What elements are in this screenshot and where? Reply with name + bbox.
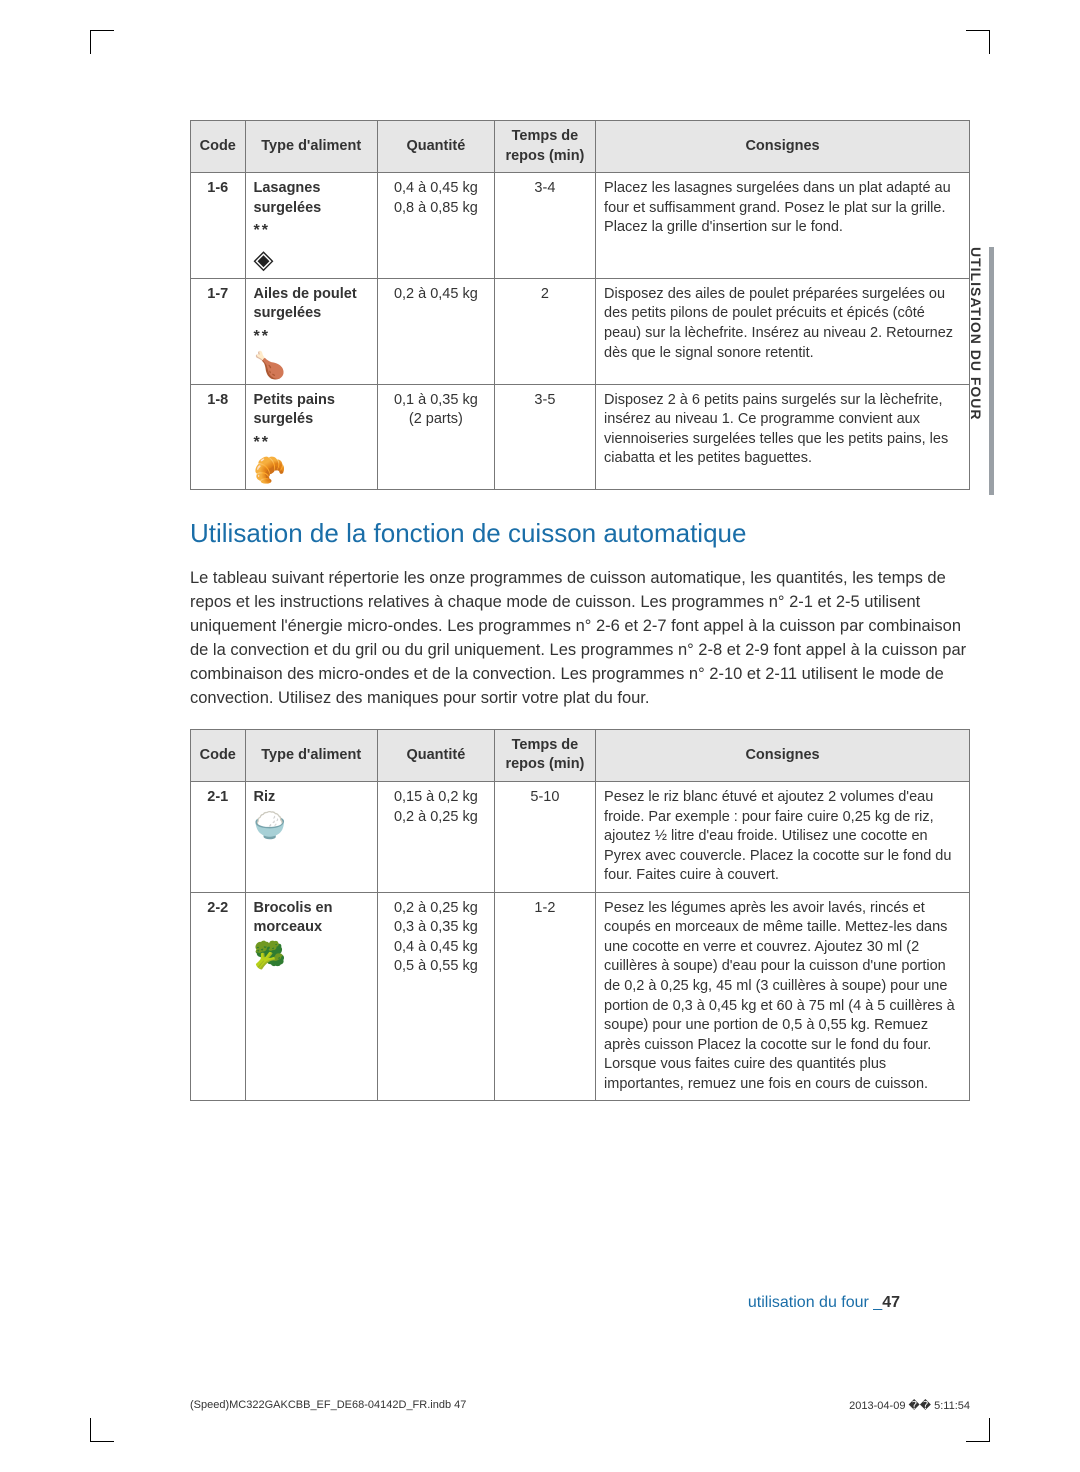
food-name: Riz <box>254 788 369 808</box>
table-autocook: Code Type d'aliment Quantité Temps de re… <box>190 729 970 1102</box>
section-title: Utilisation de la fonction de cuisson au… <box>190 518 970 549</box>
food-name: Brocolis en morceaux <box>254 899 369 938</box>
crop-mark <box>966 1418 990 1442</box>
food-name: Ailes de poulet surgelées <box>254 285 369 324</box>
cell-instructions: Placez les lasagnes surgelées dans un pl… <box>596 173 970 279</box>
table-defrost: Code Type d'aliment Quantité Temps de re… <box>190 120 970 490</box>
food-icon: 🍚 <box>254 812 369 838</box>
crop-mark <box>966 30 990 54</box>
th-qty: Quantité <box>377 729 494 781</box>
food-icon: 🥦 <box>254 942 369 968</box>
food-icon: ◈ <box>254 246 369 272</box>
cell-rest-time: 1-2 <box>494 892 595 1101</box>
cell-food-type: Brocolis en morceaux 🥦 <box>245 892 377 1101</box>
table-row: 1-6Lasagnes surgelées** ◈ 0,4 à 0,45 kg0,8… <box>191 173 970 279</box>
side-tab-text: UTILISATION DU FOUR <box>964 247 984 495</box>
print-footer: (Speed)MC322GAKCBB_EF_DE68-04142D_FR.ind… <box>190 1399 970 1412</box>
cell-rest-time: 5-10 <box>494 781 595 892</box>
cell-quantity: 0,4 à 0,45 kg0,8 à 0,85 kg <box>377 173 494 279</box>
table-row: 2-2Brocolis en morceaux 🥦 0,2 à 0,25 kg0,3… <box>191 892 970 1101</box>
body-paragraph: Le tableau suivant répertorie les onze p… <box>190 567 970 711</box>
cell-rest-time: 2 <box>494 278 595 384</box>
print-footer-left: (Speed)MC322GAKCBB_EF_DE68-04142D_FR.ind… <box>190 1399 466 1412</box>
cell-food-type: Lasagnes surgelées** ◈ <box>245 173 377 279</box>
cell-food-type: Petits pains surgelés** 🥐 <box>245 384 377 490</box>
cell-instructions: Disposez 2 à 6 petits pains surgelés sur… <box>596 384 970 490</box>
print-footer-right: 2013-04-09 �� 5:11:54 <box>849 1399 970 1412</box>
cell-code: 1-8 <box>191 384 246 490</box>
cell-quantity: 0,15 à 0,2 kg0,2 à 0,25 kg <box>377 781 494 892</box>
table-row: 1-7Ailes de poulet surgelées** 🍗 0,2 à 0,4… <box>191 278 970 384</box>
table-row: 1-8Petits pains surgelés** 🥐 0,1 à 0,35 kg… <box>191 384 970 490</box>
side-tab: UTILISATION DU FOUR <box>964 247 994 495</box>
cell-food-type: Riz 🍚 <box>245 781 377 892</box>
th-qty: Quantité <box>377 121 494 173</box>
cell-rest-time: 3-4 <box>494 173 595 279</box>
cell-code: 1-6 <box>191 173 246 279</box>
cell-quantity: 0,2 à 0,25 kg0,3 à 0,35 kg0,4 à 0,45 kg0… <box>377 892 494 1101</box>
crop-mark <box>90 1418 114 1442</box>
th-rest: Temps de repos (min) <box>494 729 595 781</box>
cell-code: 2-1 <box>191 781 246 892</box>
th-instr: Consignes <box>596 729 970 781</box>
food-icon: 🥐 <box>254 457 369 483</box>
food-icon: 🍗 <box>254 352 369 378</box>
th-code: Code <box>191 121 246 173</box>
food-name: Petits pains surgelés <box>254 391 369 430</box>
table-header-row: Code Type d'aliment Quantité Temps de re… <box>191 121 970 173</box>
cell-instructions: Disposez des ailes de poulet préparées s… <box>596 278 970 384</box>
frozen-stars-icon: ** <box>254 432 369 454</box>
cell-quantity: 0,1 à 0,35 kg(2 parts) <box>377 384 494 490</box>
crop-mark <box>90 30 114 54</box>
table-header-row: Code Type d'aliment Quantité Temps de re… <box>191 729 970 781</box>
cell-code: 2-2 <box>191 892 246 1101</box>
table-row: 2-1 Riz 🍚 0,15 à 0,2 kg0,2 à 0,25 kg5-10Pes… <box>191 781 970 892</box>
th-instr: Consignes <box>596 121 970 173</box>
page: UTILISATION DU FOUR Code Type d'aliment … <box>0 0 1080 1472</box>
cell-instructions: Pesez les légumes après les avoir lavés,… <box>596 892 970 1101</box>
cell-rest-time: 3-5 <box>494 384 595 490</box>
frozen-stars-icon: ** <box>254 220 369 242</box>
page-footer: utilisation du four _47 <box>0 1294 1080 1312</box>
footer-text: utilisation du four _ <box>748 1294 882 1311</box>
cell-quantity: 0,2 à 0,45 kg <box>377 278 494 384</box>
food-name: Lasagnes surgelées <box>254 179 369 218</box>
frozen-stars-icon: ** <box>254 326 369 348</box>
cell-food-type: Ailes de poulet surgelées** 🍗 <box>245 278 377 384</box>
th-code: Code <box>191 729 246 781</box>
cell-instructions: Pesez le riz blanc étuvé et ajoutez 2 vo… <box>596 781 970 892</box>
footer-page-number: 47 <box>882 1294 900 1311</box>
side-tab-bar <box>989 247 994 495</box>
th-type: Type d'aliment <box>245 121 377 173</box>
th-rest: Temps de repos (min) <box>494 121 595 173</box>
th-type: Type d'aliment <box>245 729 377 781</box>
cell-code: 1-7 <box>191 278 246 384</box>
